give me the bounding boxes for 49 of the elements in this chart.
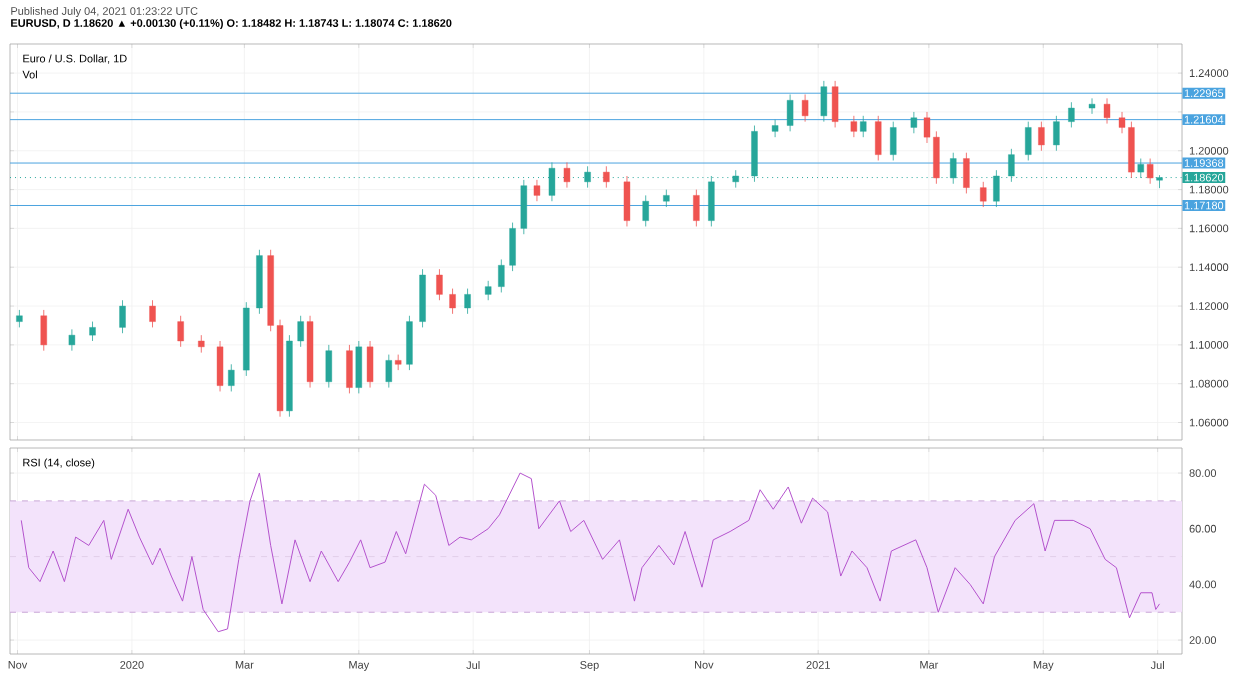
candlestick xyxy=(642,195,649,227)
line-series xyxy=(20,472,1161,633)
candlestick xyxy=(910,111,918,134)
candlestick xyxy=(875,115,882,161)
candlestick xyxy=(603,165,610,189)
candlestick xyxy=(484,280,492,301)
candlestick xyxy=(449,288,456,315)
candlestick xyxy=(216,340,224,392)
candlestick xyxy=(623,175,631,227)
candlestick xyxy=(1088,97,1096,115)
candlestick xyxy=(1103,97,1111,124)
candlestick xyxy=(980,181,987,208)
candlestick xyxy=(1008,148,1015,183)
candlestick xyxy=(366,340,374,388)
candlestick xyxy=(860,115,867,138)
candlestick xyxy=(228,363,235,392)
candlestick xyxy=(325,344,332,388)
candlestick xyxy=(801,94,809,123)
candlestick xyxy=(890,121,897,161)
candlestick xyxy=(355,340,362,394)
candlestick xyxy=(786,94,794,132)
candlestick xyxy=(1146,158,1154,185)
candlestick xyxy=(1038,121,1045,152)
candlestick xyxy=(406,315,413,371)
candlestick xyxy=(297,315,304,348)
candlestick xyxy=(1025,121,1032,161)
candlestick xyxy=(1068,101,1075,128)
candlestick xyxy=(436,268,443,301)
candlestick xyxy=(346,344,353,394)
candlestick xyxy=(831,80,839,128)
candlestick xyxy=(464,288,471,315)
candlestick xyxy=(1053,115,1060,152)
candlestick xyxy=(40,309,47,352)
candlestick xyxy=(119,299,126,334)
candlestick xyxy=(850,115,858,138)
candlestick xyxy=(533,179,541,202)
candlestick xyxy=(177,315,184,348)
candlestick xyxy=(771,119,779,138)
candlestick xyxy=(963,152,970,194)
candlestick xyxy=(498,259,505,293)
candlestick xyxy=(820,80,828,123)
candlestick xyxy=(89,321,96,342)
candlestick xyxy=(563,162,571,189)
candlestick xyxy=(509,222,516,272)
candlestick xyxy=(419,268,426,328)
candlestick xyxy=(693,189,700,227)
candlestick xyxy=(68,328,76,352)
candlestick xyxy=(385,354,393,388)
candlestick xyxy=(149,299,156,328)
